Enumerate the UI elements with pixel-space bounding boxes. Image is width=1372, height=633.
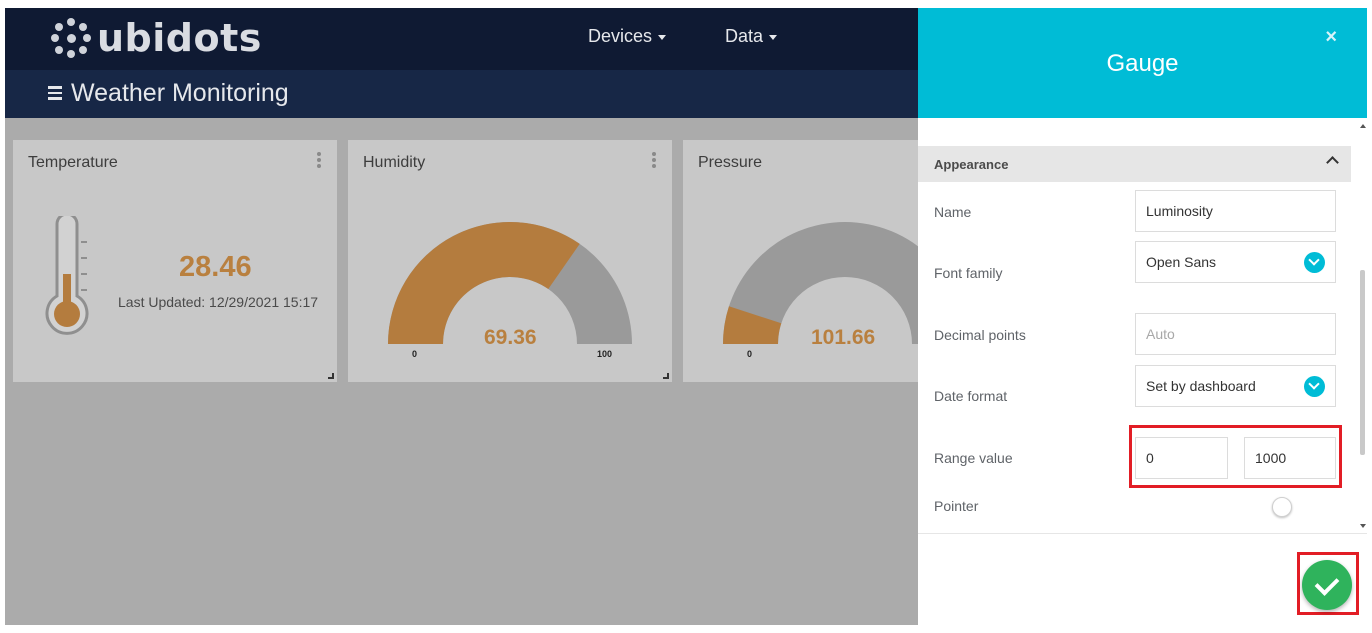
dashboard-title: Weather Monitoring [71,79,289,107]
save-highlight-box [1297,552,1359,615]
range-min-input[interactable]: 0 [1135,437,1228,479]
decimal-points-input[interactable]: Auto [1135,313,1336,355]
humidity-gauge [388,222,632,344]
dashboard-bar: Weather Monitoring [5,70,918,118]
gauge-fill [723,306,782,344]
nav-devices-menu[interactable]: Devices [588,26,667,47]
pressure-value: 101.66 [811,326,876,349]
font-family-select[interactable]: Open Sans [1135,241,1336,283]
scroll-thumb[interactable] [1360,270,1365,455]
pointer-label: Pointer [934,498,979,514]
ubidots-logo[interactable]: ubidots [49,16,262,60]
pressure-gauge [723,222,967,344]
close-icon[interactable]: × [1325,26,1337,48]
date-format-select[interactable]: Set by dashboard [1135,365,1336,407]
save-button[interactable] [1302,560,1352,610]
nav-data-label: Data [725,26,764,46]
range-highlight-box [1129,425,1342,488]
kebab-icon[interactable] [652,152,656,170]
logo-dots-icon [49,16,93,60]
kebab-icon[interactable] [317,152,321,170]
resize-handle[interactable] [663,373,669,379]
gauge-max-label: 100 [597,349,613,359]
date-format-value: Set by dashboard [1146,378,1256,394]
resize-handle[interactable] [328,373,334,379]
hamburger-icon[interactable] [48,86,62,100]
gauge-fill [388,222,580,344]
range-value-label: Range value [934,450,1013,466]
gauge-min-label: 0 [412,349,418,359]
range-max-input[interactable]: 1000 [1244,437,1336,479]
humidity-widget[interactable]: Humidity 69.36 0 100 [348,140,672,382]
nav-devices-label: Devices [588,26,653,46]
pointer-toggle[interactable] [1272,497,1292,517]
scroll-up-icon[interactable] [1360,124,1366,128]
caret-down-icon [658,35,667,40]
panel-footer-divider [918,533,1367,534]
decimal-points-label: Decimal points [934,327,1026,343]
name-input[interactable]: Luminosity [1135,190,1336,232]
humidity-value: 69.36 [484,326,537,349]
last-updated-text: Last Updated: 12/29/2021 15:17 [118,294,319,310]
gauge-settings-panel: Gauge × Appearance Name Luminosity Font … [918,8,1367,625]
scroll-down-icon[interactable] [1360,524,1366,528]
nav-data-menu[interactable]: Data [725,26,778,47]
temperature-widget[interactable]: Temperature 28.46 Last Updated: 12/29/20… [13,140,337,382]
app-window: ubidots Devices Data Weather Monitoring … [5,8,1367,625]
name-label: Name [934,204,972,220]
chevron-up-icon[interactable] [1326,156,1339,169]
widget-title: Temperature [28,154,118,171]
gauge-min-label: 0 [747,349,753,359]
chevron-down-icon[interactable] [1304,252,1325,273]
thermometer-icon [45,216,89,335]
gauge-track [723,222,967,344]
caret-down-icon [769,35,778,40]
panel-title: Gauge [1106,50,1179,77]
font-family-label: Font family [934,265,1003,281]
appearance-section-header[interactable]: Appearance [918,146,1351,182]
chevron-down-icon[interactable] [1304,376,1325,397]
panel-scrollbar[interactable] [1358,120,1367,535]
temperature-value: 28.46 [179,251,252,283]
widget-title: Pressure [698,154,763,171]
top-navbar: ubidots Devices Data [5,8,918,70]
logo-text: ubidots [97,16,262,60]
date-format-label: Date format [934,388,1008,404]
section-title: Appearance [934,157,1009,172]
panel-header: Gauge × [918,8,1367,118]
font-family-value: Open Sans [1146,254,1217,270]
widget-title: Humidity [363,154,426,171]
